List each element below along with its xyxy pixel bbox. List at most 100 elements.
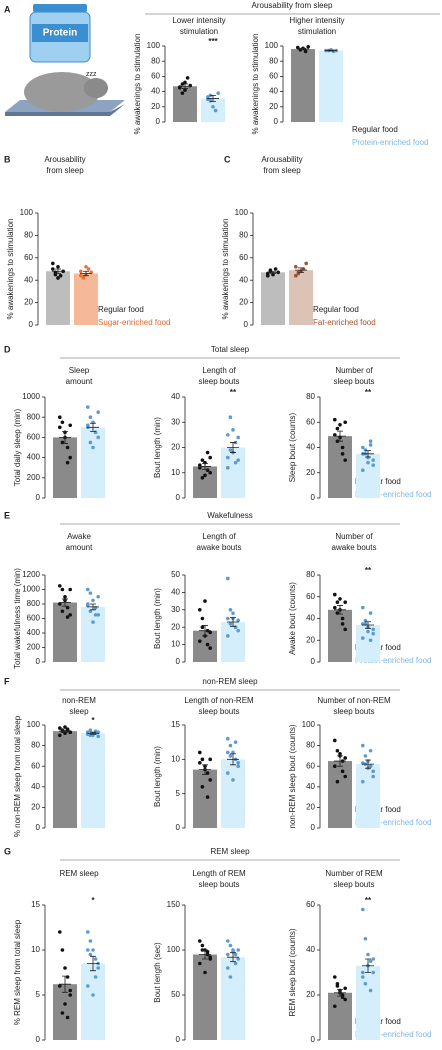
data-point [205,450,210,455]
y-axis-label: non-REM sleep bout (counts) [288,724,297,828]
significance: ** [365,896,372,905]
data-point [236,764,240,768]
y-tick-label: 30 [171,417,180,426]
y-axis-label: Sleep bout (counts) [288,412,297,482]
data-point [343,986,348,991]
y-tick-label: 200 [27,643,41,652]
significance: ** [365,566,372,575]
data-point [68,587,72,592]
data-point [368,611,373,615]
panel-label: D [4,344,11,354]
data-point [96,435,100,440]
error-bar [362,621,374,629]
error-bar [227,753,239,766]
data-point [343,627,348,632]
data-point [371,458,376,462]
data-point [65,445,70,450]
data-point [368,439,373,443]
chart-title: Number of non-REM [317,696,391,705]
bar [201,98,225,122]
data-point [266,273,270,278]
bar [53,731,77,828]
data-point [198,608,202,612]
data-point [361,636,365,640]
data-point [303,49,308,54]
y-axis-label: % awakenings to stimulation [6,219,15,320]
bar [74,273,98,325]
data-point [226,771,230,775]
panel-label: E [4,510,10,520]
data-point [88,415,93,420]
data-point [371,970,376,975]
data-point [208,470,212,475]
chart-title: amount [66,543,93,552]
bar [221,759,245,828]
y-tick-label: 100 [235,208,249,217]
data-point [363,448,368,452]
error-bar [334,988,346,997]
bar [53,602,77,662]
y-tick-label: 60 [24,253,33,262]
y-tick-label: 40 [151,87,160,96]
data-point [60,1011,65,1015]
data-point [200,458,205,462]
y-tick-label: 40 [239,275,248,284]
chart-title: awake bouts [332,543,377,552]
y-tick-label: 60 [306,592,315,601]
bar [193,954,217,1040]
bar [193,769,217,828]
panel-title: non-REM sleep [202,677,258,686]
chart-title: Higher intensity [289,16,344,25]
data-point [343,420,348,425]
significance: *** [208,37,218,46]
chart-title: sleep bouts [334,377,375,386]
data-point [79,269,83,274]
y-tick-label: 0 [311,823,316,832]
chart-title: non-REM [62,696,96,705]
data-point [198,961,202,966]
y-axis-label: % awakenings to stimulation [251,34,260,135]
data-point [226,939,230,943]
data-point [58,415,62,420]
error-bar [362,450,374,458]
data-point [68,988,72,993]
data-point [203,970,207,975]
data-point [368,638,373,643]
data-point [226,455,230,460]
data-point [361,743,365,748]
data-point [183,88,187,92]
y-tick-label: 40 [306,945,315,954]
data-point [213,108,218,113]
chart-title: sleep bouts [334,707,375,716]
bar [328,761,352,828]
data-point [86,423,90,428]
y-tick-label: 0 [311,657,316,666]
data-point [203,599,207,603]
y-tick-label: 80 [31,741,40,750]
legend-entry: Protein-enriched food [355,656,432,665]
data-point [96,594,100,599]
data-point [56,276,60,280]
data-point [63,1002,67,1006]
data-point [65,605,70,610]
data-point [86,603,90,608]
legend-entry: Regular food [98,305,144,314]
y-tick-label: 5 [176,789,181,798]
data-point [335,984,340,988]
panel-title: Total sleep [211,345,250,354]
data-point [183,80,187,85]
y-tick-label: 1000 [22,585,40,594]
bar [261,272,285,325]
data-point [56,264,60,269]
chart-title: Lower intensity [172,16,225,25]
y-tick-label: 0 [244,320,249,329]
data-point [88,591,93,595]
data-point [228,743,233,748]
data-point [63,725,67,729]
y-axis-label: % awakenings to stimulation [221,219,230,320]
y-tick-label: 20 [306,635,315,644]
y-tick-label: 1200 [22,570,40,579]
data-point [371,631,376,636]
data-point [294,273,298,278]
chart-title: Length of non-REM [184,696,254,705]
